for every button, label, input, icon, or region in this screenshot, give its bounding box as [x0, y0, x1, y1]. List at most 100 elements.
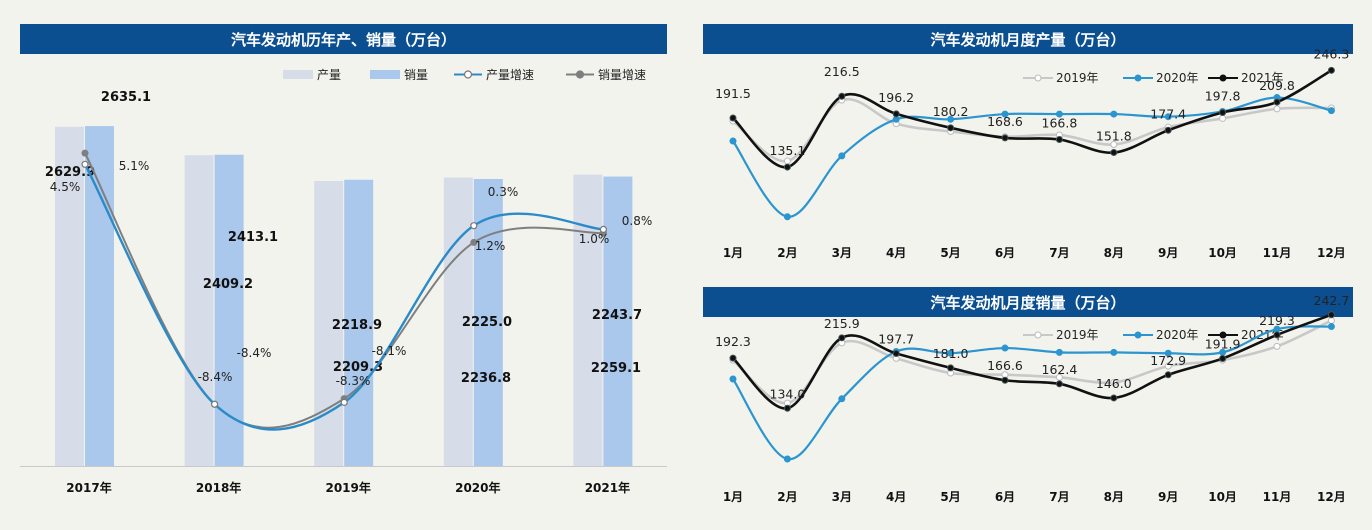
data-label-4: 180.2 — [933, 104, 969, 119]
x-tick-label-5: 6月 — [995, 490, 1015, 504]
legend-marker-0 — [1034, 331, 1042, 339]
x-tick-label-8: 9月 — [1158, 246, 1178, 260]
legend-label-0: 2019年 — [1056, 71, 1099, 85]
point-2019年-9 — [1219, 114, 1227, 122]
point-2021年-2 — [838, 334, 846, 342]
point-2021年-8 — [1164, 371, 1172, 379]
line-2020年 — [732, 325, 1332, 461]
data-label-3: 197.7 — [878, 331, 914, 346]
data-label-3: 196.2 — [878, 90, 914, 105]
data-label-0: 191.5 — [715, 86, 751, 101]
bar-production-0 — [55, 126, 84, 467]
x-tick-label-2: 3月 — [832, 246, 852, 260]
annual-chart-panel: 汽车发动机历年产、销量（万台） 产量 销量 产量增速 销量增速 2017年 2018年 20… — [20, 24, 667, 514]
data-label-8: 172.9 — [1150, 353, 1186, 368]
legend-label-1: 2020年 — [1156, 71, 1199, 85]
legend-marker-0 — [1034, 74, 1042, 82]
monthly-sales-panel: 汽车发动机月度销量（万台） 2019年 2020年 2021年 192.3 134.0 2… — [703, 287, 1353, 517]
x-tick-label-7: 8月 — [1104, 490, 1124, 504]
point-2020年-2 — [838, 152, 846, 160]
x-tick-label-3: 4月 — [886, 490, 906, 504]
x-tick-label-11: 12月 — [1317, 490, 1346, 504]
legend-label-2: 产量增速 — [486, 68, 534, 82]
data-label-5: 166.6 — [987, 358, 1023, 373]
label-sales-1: 2413.1 — [228, 230, 278, 245]
point-2020年-0 — [729, 137, 737, 145]
label-sales-growth-0: 5.1% — [119, 159, 150, 173]
monthly-sales-chart: 2019年 2020年 2021年192.3134.0215.9197.7181.0… — [715, 293, 1350, 504]
x-tick-label-4: 5月 — [940, 490, 960, 504]
x-tick-label-7: 8月 — [1104, 246, 1124, 260]
legend-label-2: 2021年 — [1241, 71, 1284, 85]
point-2021年-7 — [1110, 394, 1118, 402]
label-sales-growth-4: 0.8% — [622, 214, 653, 228]
data-label-2: 216.5 — [824, 64, 860, 79]
bar-sales-2 — [344, 179, 374, 466]
label-production-growth-2: -8.3% — [336, 374, 371, 388]
point-2019年-7 — [1110, 378, 1118, 386]
legend-marker-2 — [1219, 331, 1227, 339]
point-2021年-4 — [947, 124, 955, 132]
data-label-2: 215.9 — [824, 316, 860, 331]
label-production-2: 2209.3 — [333, 360, 383, 375]
x-tick-label-2: 3月 — [832, 490, 852, 504]
point-2019年-6 — [1055, 373, 1063, 381]
legend-marker-3 — [575, 70, 585, 79]
x-tick-label-9: 10月 — [1208, 490, 1237, 504]
legend-marker-2 — [463, 70, 473, 79]
point-2020年-4 — [947, 115, 955, 123]
label-production-growth-4: 1.0% — [579, 232, 610, 246]
point-2020年-8 — [1164, 349, 1172, 357]
legend-label-3: 销量增速 — [598, 68, 646, 82]
point-2019年-10 — [1273, 105, 1281, 113]
point-2021年-5 — [1001, 134, 1009, 142]
point-2021年-7 — [1110, 149, 1118, 157]
label-sales-2: 2218.9 — [332, 318, 382, 333]
point-2021年-0 — [729, 114, 737, 122]
point-2020年-6 — [1055, 348, 1063, 356]
point-2019年-1 — [783, 157, 791, 165]
label-production-growth-0: 4.5% — [50, 180, 81, 194]
x-tick-label-0: 1月 — [723, 246, 743, 260]
data-label-11: 246.3 — [1314, 46, 1350, 61]
x-tick-label-10: 11月 — [1263, 490, 1292, 504]
x-tick-label-6: 7月 — [1049, 490, 1069, 504]
point-production-growth-0 — [81, 160, 89, 168]
legend-marker-1 — [1134, 74, 1142, 82]
monthly-production-chart: 2019年 2020年 2021年 191.5 135.1 216.5 196.2 180.2… — [715, 46, 1350, 260]
point-2021年-10 — [1273, 98, 1281, 106]
point-2020年-2 — [838, 395, 846, 403]
point-2021年-1 — [783, 163, 791, 171]
point-2020年-4 — [947, 349, 955, 357]
point-production-growth-1 — [211, 400, 219, 408]
point-2021年-10 — [1273, 331, 1281, 339]
point-2020年-11 — [1327, 107, 1335, 115]
point-2020年-7 — [1110, 110, 1118, 118]
point-2019年-7 — [1110, 141, 1118, 149]
point-2021年-3 — [892, 110, 900, 118]
point-2020年-5 — [1001, 344, 1009, 352]
x-tick-label-10: 11月 — [1263, 246, 1292, 260]
point-2021年-9 — [1219, 354, 1227, 362]
point-production-growth-3 — [470, 222, 478, 230]
data-label-0: 192.3 — [715, 334, 751, 349]
label-production-0: 2629.9 — [45, 165, 95, 180]
point-sales-growth-0 — [81, 149, 89, 157]
legend-label-1: 销量 — [404, 68, 428, 82]
legend-swatch-1 — [370, 70, 400, 79]
label-sales-4: 2243.7 — [592, 308, 642, 323]
label-production-4: 2259.1 — [591, 361, 641, 376]
x-tick-label-3: 2020年 — [455, 480, 500, 495]
point-2020年-1 — [783, 455, 791, 463]
point-2021年-6 — [1055, 380, 1063, 388]
monthly-production-title: 汽车发动机月度产量（万台） — [703, 24, 1353, 54]
x-tick-label-9: 10月 — [1208, 246, 1237, 260]
point-2020年-1 — [783, 213, 791, 221]
label-sales-3: 2225.0 — [462, 315, 512, 330]
monthly-production-panel: 汽车发动机月度产量（万台） 2019年 2020年 2021年 191.5 135.1 2… — [703, 24, 1353, 274]
label-sales-growth-1: -8.4% — [237, 346, 272, 360]
legend-label-1: 2020年 — [1156, 328, 1199, 342]
label-production-3: 2236.8 — [461, 371, 511, 386]
legend-label-0: 2019年 — [1056, 328, 1099, 342]
data-label-11: 242.7 — [1314, 293, 1350, 308]
